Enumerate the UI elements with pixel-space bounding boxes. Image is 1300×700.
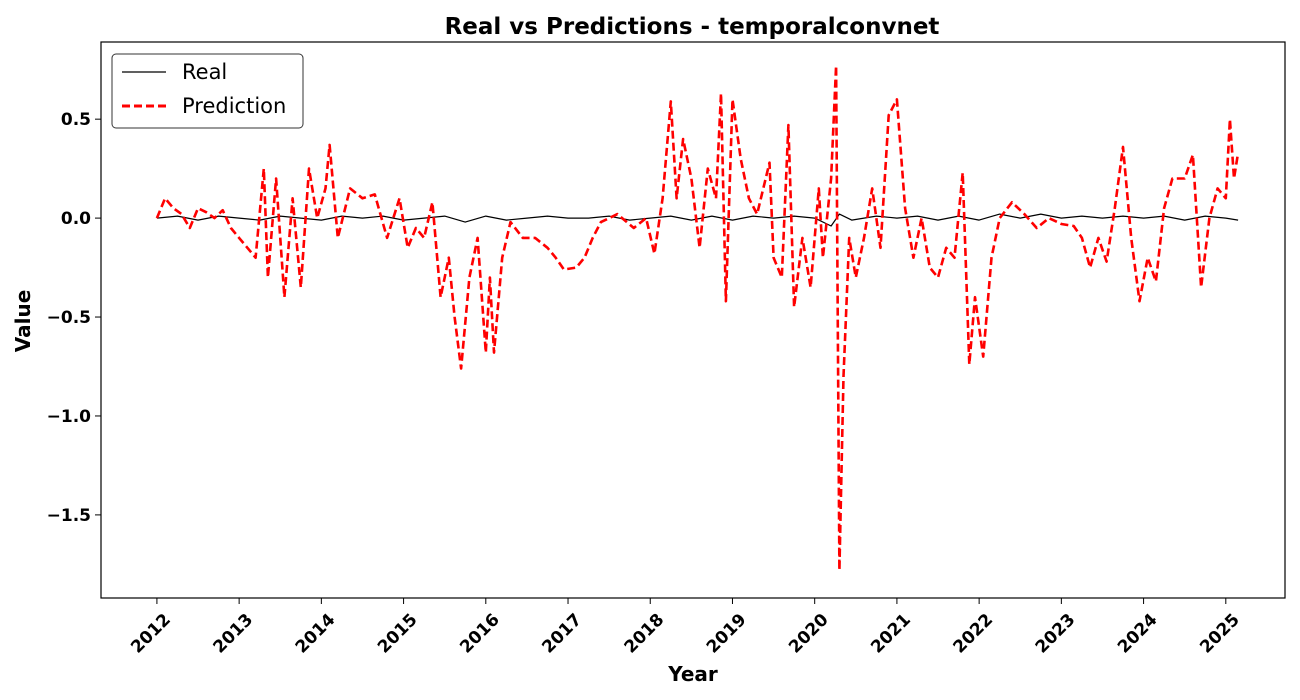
y-tick-label: −1.5 bbox=[47, 506, 91, 526]
legend-prediction-label: Prediction bbox=[182, 94, 286, 118]
y-tick-label: 0.0 bbox=[61, 209, 91, 229]
series-prediction-line bbox=[155, 64, 1240, 572]
legend-real-label: Real bbox=[182, 60, 227, 84]
legend: Real Prediction bbox=[111, 53, 304, 129]
x-axis-label: Year bbox=[667, 662, 718, 686]
chart-title: Real vs Predictions - temporalconvnet bbox=[445, 14, 940, 40]
y-tick-label: 0.5 bbox=[61, 110, 91, 130]
plot-frame bbox=[100, 41, 1286, 599]
y-tick-label: −0.5 bbox=[47, 308, 91, 328]
y-tick-label: −1.0 bbox=[47, 407, 92, 427]
series-layer bbox=[155, 64, 1240, 572]
y-axis-label: Value bbox=[11, 290, 35, 353]
y-axis-ticks: 0.5 0.0 −0.5 −1.0 −1.5 bbox=[47, 110, 101, 526]
